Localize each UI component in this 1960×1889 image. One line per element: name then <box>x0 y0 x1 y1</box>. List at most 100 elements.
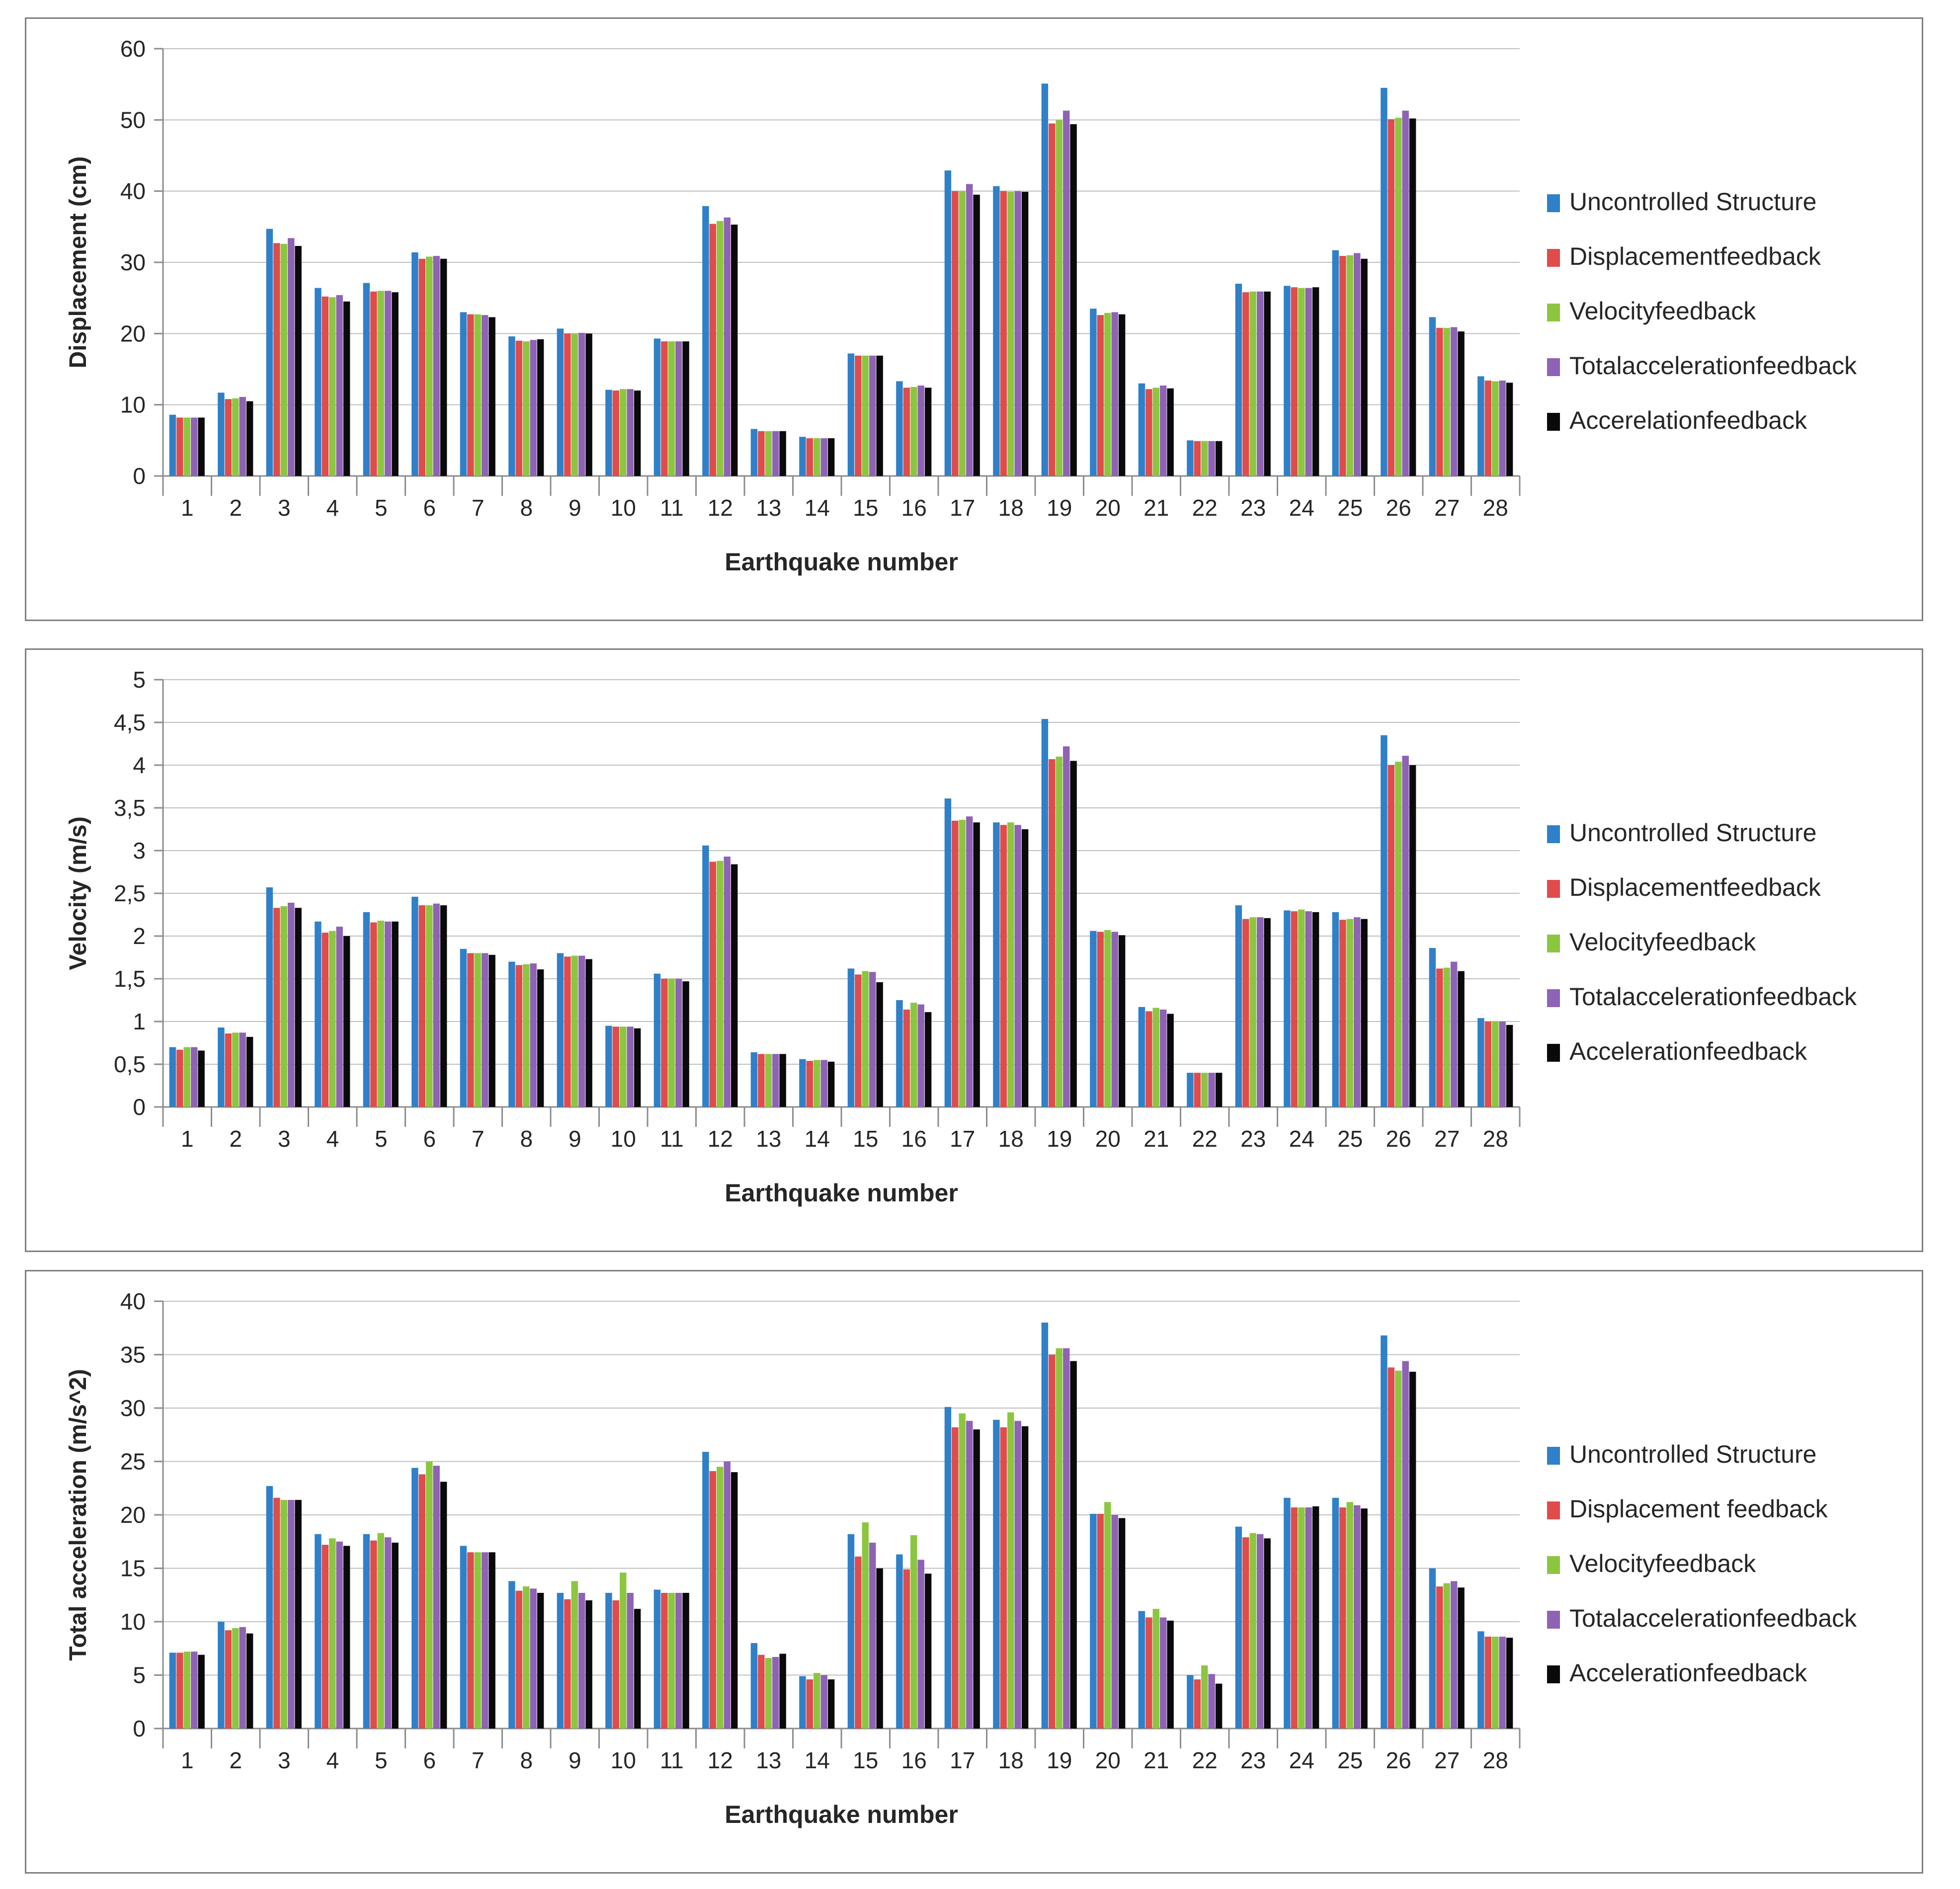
velocity-bar <box>1346 919 1353 1107</box>
velocity-bar <box>959 820 966 1107</box>
velocity-bar <box>467 953 474 1107</box>
acceleration-bar <box>1381 1335 1388 1729</box>
acceleration-x-tick-label: 24 <box>1289 1747 1314 1773</box>
velocity-bar <box>717 861 724 1107</box>
velocity-bar <box>1506 1024 1513 1107</box>
velocity-y-tick-label: 1 <box>133 1009 146 1034</box>
acceleration-bar <box>903 1569 910 1729</box>
acceleration-bar <box>1021 1426 1029 1729</box>
velocity-x-tick-label: 7 <box>472 1126 485 1152</box>
velocity-bar <box>1353 917 1361 1107</box>
velocity-bar <box>668 979 675 1107</box>
acceleration-bar <box>190 1652 198 1729</box>
velocity-bar <box>1097 932 1104 1107</box>
acceleration-bar <box>1312 1506 1319 1729</box>
acceleration-bar <box>392 1542 399 1729</box>
velocity-legend-label: Totalaccelerationfeedback <box>1569 983 1857 1011</box>
velocity-x-tick-label: 5 <box>375 1126 388 1152</box>
acceleration-bar <box>924 1574 932 1729</box>
acceleration-bar <box>1111 1515 1118 1729</box>
velocity-bar <box>266 887 273 1107</box>
acceleration-bar <box>827 1679 835 1729</box>
acceleration-y-tick-label: 0 <box>133 1716 146 1741</box>
displacement-bar <box>1332 250 1339 476</box>
acceleration-bar <box>287 1499 295 1729</box>
velocity-bar <box>1167 1014 1174 1107</box>
velocity-bar <box>440 905 447 1107</box>
displacement-bar <box>952 191 959 476</box>
velocity-y-tick-label: 0,5 <box>114 1051 146 1077</box>
displacement-bar <box>280 243 287 476</box>
acceleration-bar <box>862 1522 869 1729</box>
acceleration-bar <box>1361 1508 1368 1729</box>
acceleration-y-tick-label: 30 <box>120 1395 146 1421</box>
displacement-bar <box>709 224 717 476</box>
acceleration-bar <box>460 1546 467 1729</box>
velocity-bar <box>1381 735 1388 1107</box>
acceleration-bar <box>411 1468 418 1729</box>
displacement-bar <box>1090 309 1097 476</box>
velocity-bar <box>862 971 869 1107</box>
acceleration-x-tick-label: 2 <box>229 1747 242 1773</box>
velocity-x-tick-label: 3 <box>278 1126 291 1152</box>
displacement-bar <box>557 328 564 476</box>
displacement-x-tick-label: 27 <box>1434 495 1460 521</box>
displacement-bar <box>1484 380 1492 476</box>
displacement-bar <box>661 341 668 476</box>
acceleration-legend-label: Totalaccelerationfeedback <box>1569 1604 1857 1632</box>
acceleration-bar <box>329 1538 336 1729</box>
velocity-bar <box>1332 912 1339 1107</box>
displacement-bar <box>460 312 467 476</box>
displacement-bar <box>820 438 827 476</box>
velocity-bar <box>1062 746 1070 1107</box>
velocity-bar <box>827 1061 835 1107</box>
acceleration-bar <box>1484 1637 1492 1729</box>
displacement-bar <box>564 333 571 476</box>
displacement-bar <box>392 292 399 476</box>
velocity-bar <box>806 1061 814 1107</box>
acceleration-bar <box>1450 1581 1458 1729</box>
acceleration-bar <box>959 1413 966 1729</box>
acceleration-bar <box>1097 1513 1104 1729</box>
velocity-bar <box>1041 719 1049 1107</box>
velocity-bar <box>765 1054 772 1107</box>
displacement-x-tick-label: 23 <box>1240 495 1266 521</box>
acceleration-bar <box>1000 1427 1007 1729</box>
velocity-x-tick-label: 4 <box>326 1126 339 1152</box>
displacement-bar <box>266 229 273 476</box>
displacement-bar <box>1138 383 1145 476</box>
acceleration-bar <box>1492 1637 1499 1729</box>
acceleration-x-tick-label: 9 <box>569 1747 581 1773</box>
displacement-bar <box>1111 312 1118 476</box>
acceleration-bar <box>1159 1617 1167 1729</box>
velocity-bar <box>571 955 578 1107</box>
displacement-legend-label: Totalaccelerationfeedback <box>1569 352 1857 380</box>
acceleration-bar <box>571 1581 578 1729</box>
acceleration-bar <box>910 1535 917 1729</box>
displacement-bar <box>1194 441 1201 476</box>
displacement-bar <box>1458 331 1465 476</box>
velocity-bar <box>336 927 343 1107</box>
acceleration-bar <box>1256 1534 1264 1729</box>
acceleration-bar <box>1104 1502 1111 1729</box>
acceleration-bar <box>523 1586 530 1729</box>
displacement-x-tick-label: 28 <box>1483 495 1508 521</box>
acceleration-bar <box>1070 1361 1077 1729</box>
displacement-bar <box>585 333 592 476</box>
velocity-bar <box>675 979 682 1107</box>
velocity-bar <box>1458 971 1465 1107</box>
acceleration-bar <box>1049 1354 1056 1729</box>
velocity-legend-swatch <box>1547 825 1560 843</box>
velocity-bar <box>750 1052 758 1107</box>
velocity-x-tick-label: 26 <box>1386 1126 1411 1152</box>
acceleration-bar <box>1014 1420 1021 1729</box>
velocity-bar <box>315 921 322 1107</box>
acceleration-bar <box>266 1486 273 1729</box>
acceleration-bar <box>806 1679 814 1729</box>
velocity-bar <box>944 798 952 1107</box>
acceleration-bar <box>1346 1502 1353 1729</box>
velocity-bar <box>993 822 1000 1107</box>
velocity-x-tick-label: 20 <box>1095 1126 1121 1152</box>
velocity-bar <box>418 905 426 1107</box>
